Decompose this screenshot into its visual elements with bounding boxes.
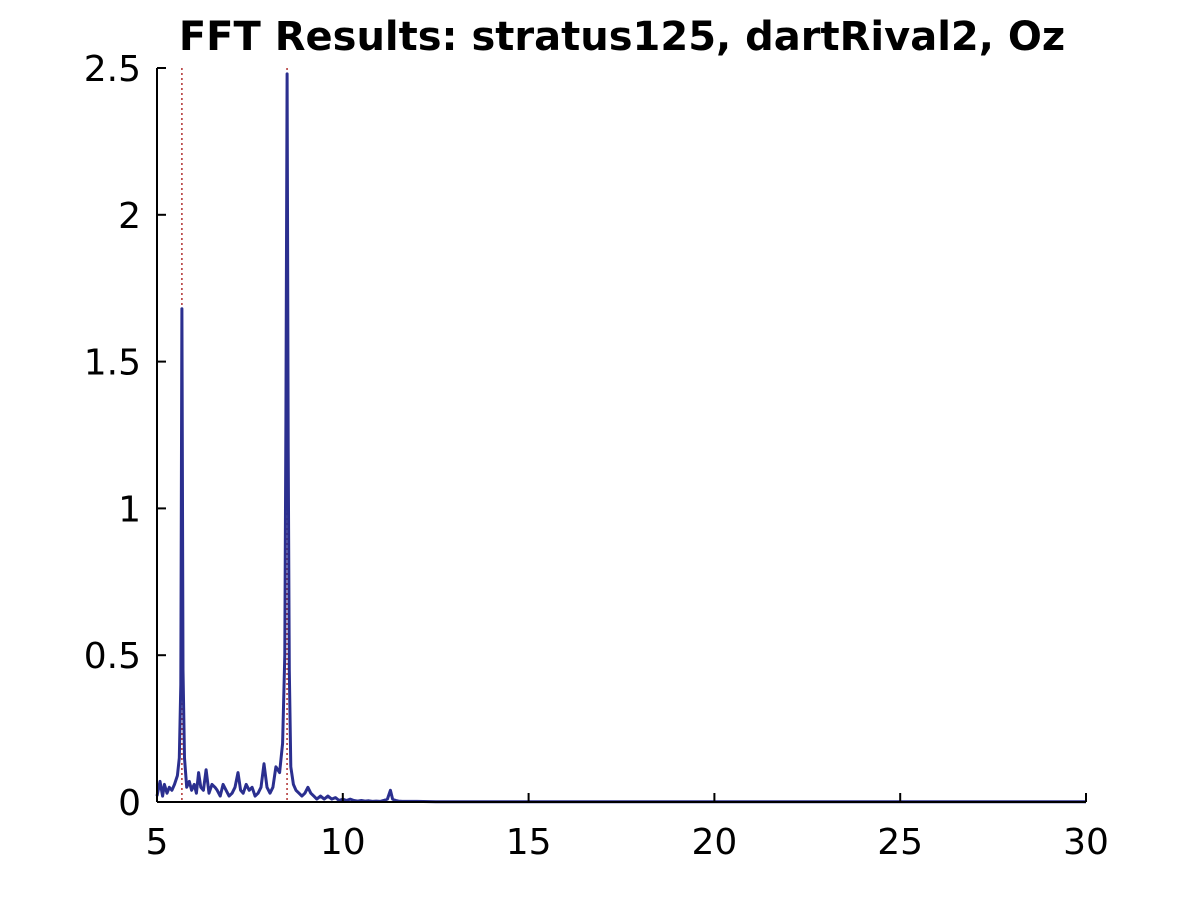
series-line-1 (155, 72, 1086, 804)
y-tick-label: 1.5 (84, 343, 141, 384)
marker-lines (181, 68, 288, 802)
y-axis-ticks: 0 0.5 1 1.5 2 2.5 (84, 49, 166, 824)
axes (156, 68, 1086, 803)
x-tick-label: 10 (320, 822, 366, 863)
x-tick-label: 5 (146, 822, 169, 863)
x-tick-label: 20 (691, 822, 737, 863)
y-tick-label: 0 (118, 783, 141, 824)
series-layer (155, 72, 1086, 804)
y-tick-label: 2.5 (84, 49, 141, 90)
y-tick-label: 1 (118, 489, 141, 530)
chart-title: FFT Results: stratus125, dartRival2, Oz (179, 14, 1065, 60)
x-tick-label: 25 (877, 822, 923, 863)
x-tick-label: 15 (506, 822, 552, 863)
x-axis-ticks: 5 10 15 20 25 30 (146, 793, 1109, 863)
y-tick-label: 2 (118, 196, 141, 237)
y-tick-label: 0.5 (84, 636, 141, 677)
x-tick-label: 30 (1063, 822, 1109, 863)
